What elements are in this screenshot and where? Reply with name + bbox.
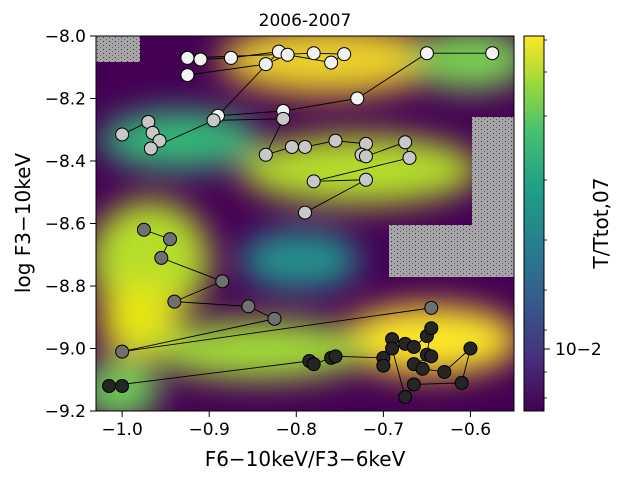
data-point <box>180 50 195 65</box>
data-point <box>485 46 500 61</box>
data-point <box>328 349 343 364</box>
data-point <box>419 46 434 61</box>
data-point <box>306 46 321 61</box>
x-axis-label: F6−10keV/F3−6keV <box>205 447 406 471</box>
y-tick-label: −8.0 <box>45 27 86 47</box>
data-point <box>154 250 169 265</box>
data-point <box>406 339 421 354</box>
data-point <box>454 375 469 390</box>
y-tick-label: −8.8 <box>45 277 86 297</box>
data-point <box>223 50 238 65</box>
data-point <box>284 139 299 154</box>
data-point <box>276 111 291 126</box>
x-tick-label: −0.8 <box>276 420 317 440</box>
data-point <box>136 222 151 237</box>
data-point <box>298 139 312 154</box>
data-point <box>424 321 439 336</box>
data-point <box>350 91 365 106</box>
data-point <box>152 133 167 148</box>
data-point <box>206 113 221 128</box>
data-point <box>437 364 452 379</box>
x-tick-label: −0.6 <box>450 420 491 440</box>
y-axis: −8.0 −8.2 −8.4 −8.6 −8.8 −9.0 −9.2 <box>45 27 96 422</box>
masked-region <box>389 225 514 277</box>
data-point <box>298 205 312 220</box>
data-point <box>115 127 130 142</box>
data-point <box>102 379 117 393</box>
data-point <box>280 47 295 62</box>
data-point <box>385 341 400 356</box>
y-tick-label: −9.2 <box>45 402 86 422</box>
data-point <box>115 379 130 393</box>
data-point <box>180 68 195 83</box>
x-tick-label: −0.9 <box>189 420 230 440</box>
data-point <box>241 299 256 314</box>
data-point <box>306 174 321 189</box>
chart-title: 2006-2007 <box>259 11 352 31</box>
data-point <box>402 150 417 165</box>
data-point <box>424 349 439 364</box>
data-point <box>415 361 430 376</box>
masked-region <box>96 36 140 62</box>
colorbar-tick-label: 10−2 <box>555 340 602 360</box>
data-point <box>163 232 178 247</box>
data-point <box>115 344 130 359</box>
colorbar-label: T/Ttot,07 <box>589 178 613 270</box>
data-point <box>258 57 273 72</box>
data-point <box>358 149 373 164</box>
data-point <box>424 300 439 315</box>
data-point <box>167 294 182 309</box>
data-point <box>324 55 339 70</box>
data-point <box>258 147 273 162</box>
colorbar-ticks <box>544 39 547 399</box>
data-point <box>328 133 343 148</box>
data-point <box>406 377 421 392</box>
x-axis: −1.0 −0.9 −0.8 −0.7 −0.6 <box>101 411 491 440</box>
y-tick-label: −8.2 <box>45 90 86 110</box>
data-point <box>376 358 391 373</box>
density-map <box>96 36 514 411</box>
data-point <box>398 389 413 404</box>
data-point <box>463 341 478 356</box>
x-tick-label: −1.0 <box>101 420 142 440</box>
colorbar <box>523 35 545 412</box>
data-point <box>143 141 158 156</box>
data-point <box>398 135 413 150</box>
data-point <box>215 274 230 289</box>
data-point <box>306 357 321 372</box>
data-point <box>267 311 282 326</box>
y-axis-label: log F3−10keV <box>11 153 35 293</box>
x-tick-label: −0.7 <box>363 420 404 440</box>
data-point <box>358 172 373 187</box>
y-tick-label: −8.4 <box>45 152 86 172</box>
data-point <box>337 47 352 62</box>
data-point <box>193 52 208 67</box>
y-tick-label: −8.6 <box>45 215 86 235</box>
series-points <box>102 44 500 404</box>
y-tick-label: −9.0 <box>45 340 86 360</box>
